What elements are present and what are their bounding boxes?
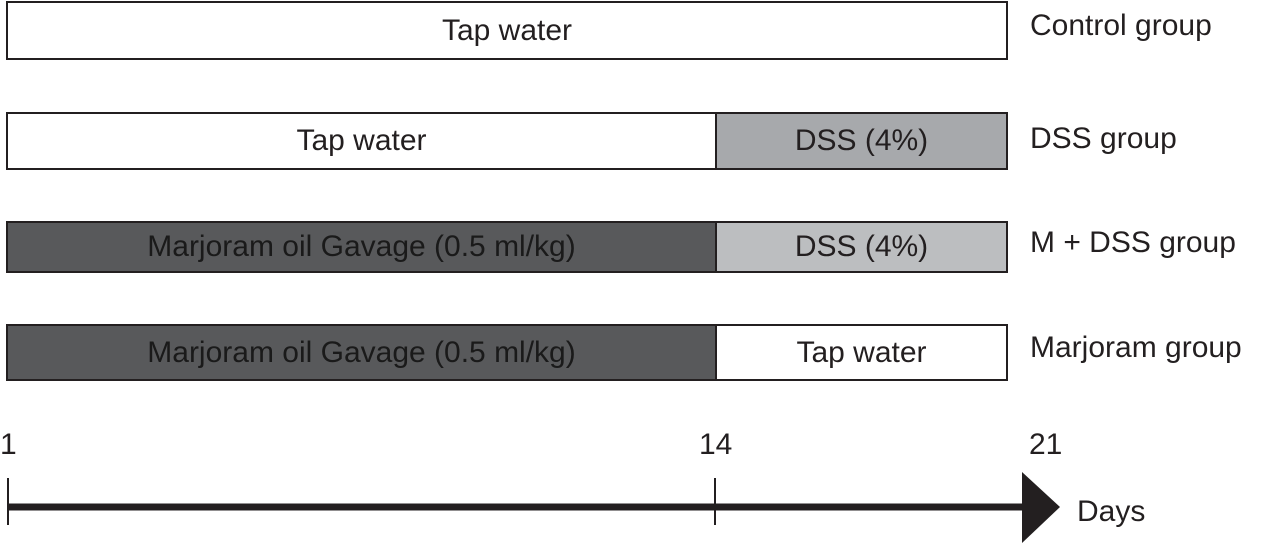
marjoram-group-bar: Marjoram oil Gavage (0.5 ml/kg) Tap wate…	[6, 324, 1008, 381]
m-dss-marjoram-segment: Marjoram oil Gavage (0.5 ml/kg)	[8, 223, 715, 271]
marjoram-tap-water-segment: Tap water	[715, 326, 1006, 379]
m-dss-group-label: M + DSS group	[1030, 226, 1236, 259]
segment-label: Marjoram oil Gavage (0.5 ml/kg)	[147, 230, 576, 263]
marjoram-group-label: Marjoram group	[1030, 331, 1242, 364]
dss-group-bar: Tap water DSS (4%)	[6, 112, 1008, 170]
m-dss-group-bar: Marjoram oil Gavage (0.5 ml/kg) DSS (4%)	[6, 221, 1008, 273]
m-dss-treatment-segment: DSS (4%)	[715, 223, 1006, 271]
tick-label-day-21: 21	[1029, 428, 1063, 461]
tick-label-day-1: 1	[0, 428, 17, 461]
control-group-bar: Tap water	[6, 1, 1008, 60]
marjoram-oil-segment: Marjoram oil Gavage (0.5 ml/kg)	[8, 326, 715, 379]
days-axis-label: Days	[1077, 495, 1146, 528]
dss-tap-water-segment: Tap water	[8, 114, 715, 168]
segment-label: DSS (4%)	[794, 124, 929, 157]
tick-label-day-14: 14	[699, 428, 733, 461]
segment-label: Tap water	[441, 13, 573, 47]
control-tap-water-segment: Tap water	[8, 3, 1006, 58]
timeline-arrowhead	[1022, 472, 1060, 543]
dss-group-label: DSS group	[1030, 122, 1177, 155]
segment-label: Tap water	[796, 335, 927, 369]
control-group-label: Control group	[1030, 9, 1212, 42]
segment-label: Tap water	[296, 124, 427, 157]
segment-label: DSS (4%)	[794, 230, 929, 263]
dss-treatment-segment: DSS (4%)	[715, 114, 1006, 168]
segment-label: Marjoram oil Gavage (0.5 ml/kg)	[147, 335, 576, 369]
